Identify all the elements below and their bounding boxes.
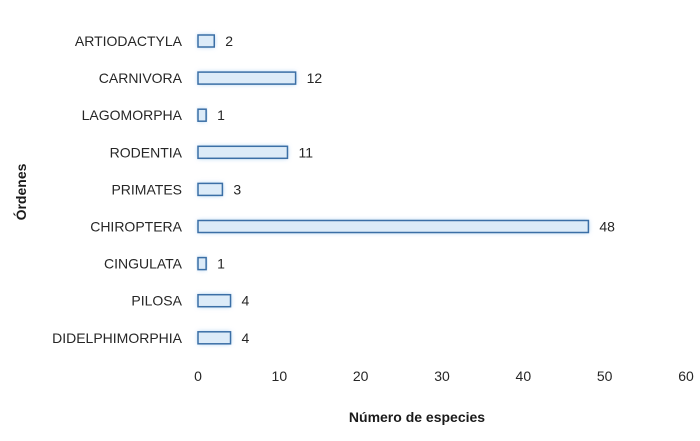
data-label-chiroptera: 48 [599,219,615,235]
category-label-chiroptera: CHIROPTERA [90,219,182,235]
data-label-pilosa: 4 [242,293,250,309]
category-label-pilosa: PILOSA [131,293,182,309]
category-label-carnivora: CARNIVORA [99,70,183,86]
data-label-rodentia: 11 [298,144,313,160]
category-label-rodentia: RODENTIA [110,144,183,160]
bar-chiroptera [197,219,590,234]
bars-layer [197,34,590,345]
bar-cingulata [197,256,207,271]
data-label-lagomorpha: 1 [217,107,225,123]
bar-pilosa [197,293,232,308]
x-tick-label-0: 0 [194,368,202,384]
category-label-lagomorpha: LAGOMORPHA [82,107,183,123]
x-tick-label-10: 10 [272,368,288,384]
x-axis-title: Número de especies [349,409,485,425]
bar-lagomorpha [197,108,207,122]
data-label-cingulata: 1 [217,256,225,272]
x-tick-label-40: 40 [516,368,532,384]
bar-artiodactyla [197,34,216,48]
data-label-primates: 3 [233,181,241,197]
data-label-artiodactyla: 2 [225,33,233,49]
x-tick-label-60: 60 [678,368,694,384]
category-label-artiodactyla: ARTIODACTYLA [75,33,183,49]
x-tick-labels: 0 10 20 30 40 50 60 [194,368,694,384]
category-label-cingulata: CINGULATA [104,256,183,272]
category-label-primates: PRIMATES [111,181,182,197]
bar-didelphimorphia [197,331,232,345]
data-label-carnivora: 12 [307,70,323,86]
bar-primates [197,182,224,197]
y-axis-title: Órdenes [12,163,29,220]
bar-carnivora [197,71,297,85]
x-tick-label-20: 20 [353,368,369,384]
category-label-didelphimorphia: DIDELPHIMORPHIA [52,330,183,346]
data-label-didelphimorphia: 4 [242,330,250,346]
category-labels: ARTIODACTYLA CARNIVORA LAGOMORPHA RODENTIA P… [52,33,183,346]
x-tick-label-50: 50 [597,368,613,384]
x-tick-label-30: 30 [434,368,450,384]
bar-rodentia [197,145,289,160]
